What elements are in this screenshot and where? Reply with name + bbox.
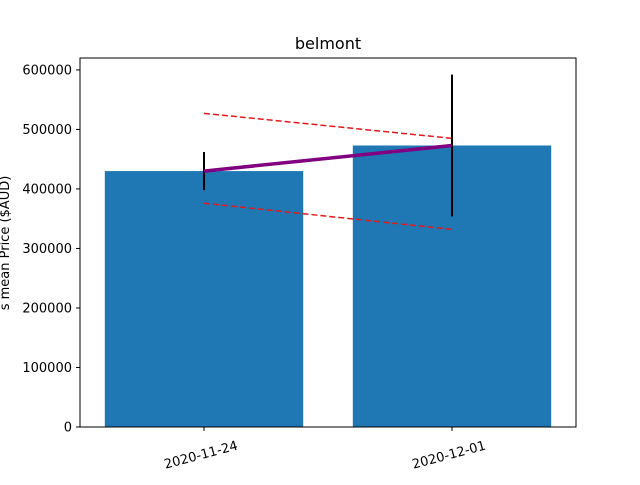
y-tick-label: 500000 [22,123,72,138]
y-axis: 0 100000 200000 300000 400000 500000 600000 [22,63,80,436]
y-tick-label: 300000 [22,242,72,257]
y-tick-label: 0 [64,421,72,436]
y-tick-label: 600000 [22,63,72,78]
lower-band-line [203,202,453,231]
x-axis: 2020-11-24 2020-12-01 [163,427,488,473]
y-axis-label: s mean Price ($AUD) [0,176,13,311]
y-tick-label: 200000 [22,301,72,316]
y-tick-label: 400000 [22,182,72,197]
upper-band-line [203,112,453,140]
plot-area [104,74,552,427]
chart-title: belmont [295,34,361,53]
y-tick-label: 100000 [22,361,72,376]
mean-line [203,143,453,173]
x-tick-label: 2020-12-01 [411,439,488,473]
plot-frame [79,57,577,428]
bar-2020-11-24 [104,171,304,427]
x-tick-label: 2020-11-24 [163,439,240,473]
